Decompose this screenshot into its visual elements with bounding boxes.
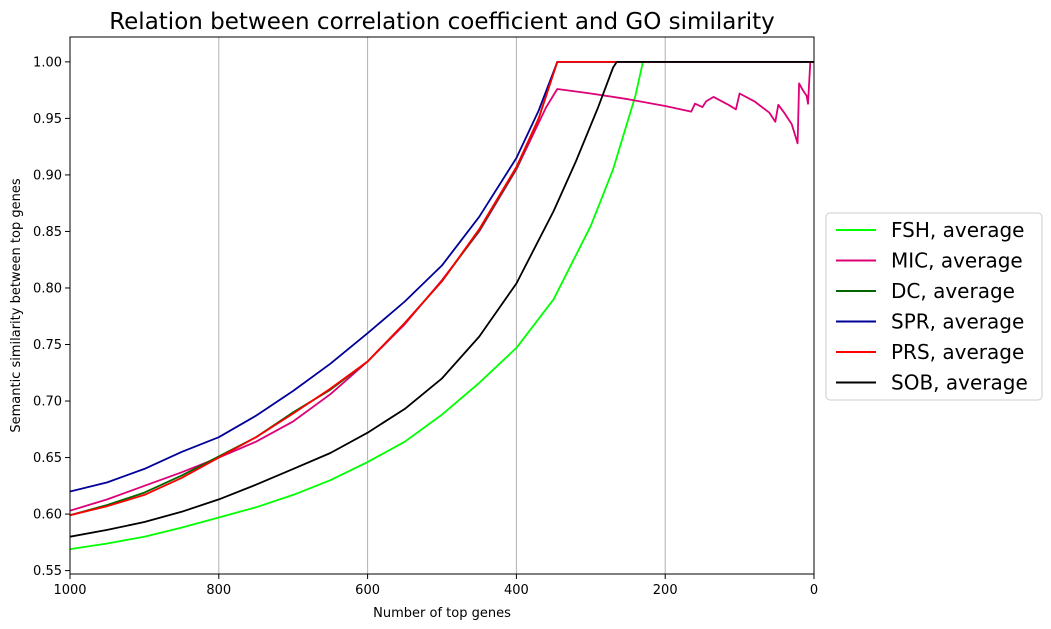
series-lines [70,61,814,550]
y-tick-label: 0.65 [33,451,62,466]
x-tick-label: 1000 [53,583,86,598]
x-axis-label: Number of top genes [373,606,511,621]
series-line-spr [70,61,814,493]
legend-entry-dc: DC, average [891,279,1015,303]
x-tick-label: 200 [653,583,678,598]
series-line-fsh [70,61,814,550]
y-tick-label: 0.60 [33,508,62,523]
series-line-mic [70,61,814,512]
legend-entry-fsh: FSH, average [891,218,1024,242]
y-tick-label: 0.75 [33,338,62,353]
x-tick-label: 400 [504,583,529,598]
y-tick-label: 0.80 [33,281,62,296]
series-line-prs [70,61,814,517]
legend: FSH, average MIC, average DC, average SPR, … [825,212,1043,401]
y-tick-label: 0.70 [33,395,62,410]
y-tick-label: 0.85 [33,225,62,240]
y-tick-label: 1.00 [33,55,62,70]
y-axis: 0.55 0.60 0.65 0.70 0.75 0.80 0.85 0.90 0.95 1.00 [33,55,70,579]
series-line-dc [70,61,814,517]
plot-frame [69,36,815,575]
y-tick-label: 0.55 [33,564,62,579]
y-tick-label: 0.90 [33,168,62,183]
legend-entry-mic: MIC, average [891,249,1023,273]
grid [218,37,666,574]
chart-title: Relation between correlation coefficient… [109,9,775,35]
x-axis: 1000 800 600 400 200 0 [53,574,818,598]
legend-entry-spr: SPR, average [891,310,1024,334]
legend-entry-sob: SOB, average [891,371,1028,395]
x-tick-label: 800 [206,583,231,598]
legend-box [825,212,1043,401]
x-tick-label: 600 [355,583,380,598]
legend-entry-prs: PRS, average [891,340,1024,364]
y-tick-label: 0.95 [33,112,62,127]
series-line-sob [70,61,814,538]
x-tick-label: 0 [810,583,818,598]
y-axis-label: Semantic similarity between top genes [9,178,24,432]
